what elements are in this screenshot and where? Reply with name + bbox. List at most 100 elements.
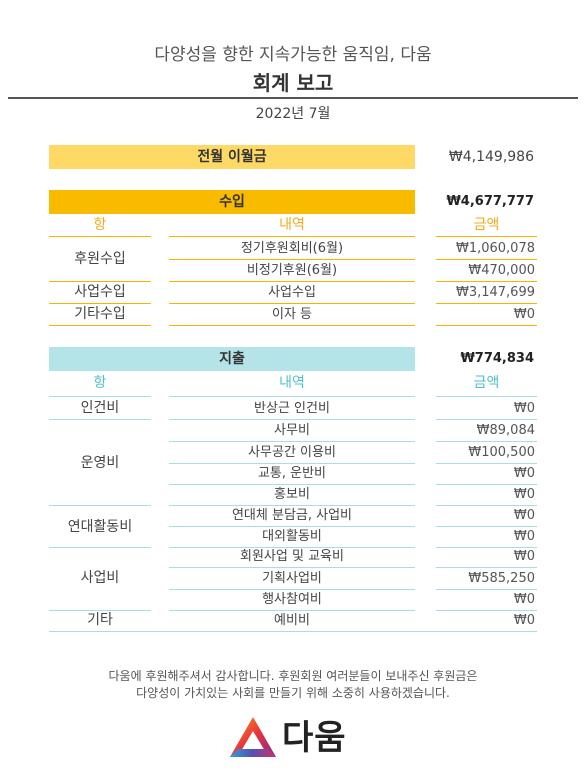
- carryover-bar: [49, 145, 415, 169]
- expense-row-rule: [169, 567, 415, 568]
- expense-item-solidarity: 연대활동비: [67, 519, 133, 535]
- expense-amount: ₩0: [513, 592, 535, 607]
- income-col-amount: 금액: [473, 217, 500, 233]
- income-item-sponsorship: 후원수입: [74, 251, 126, 267]
- carryover-value: ₩4,149,986: [448, 149, 534, 165]
- expense-total: ₩774,834: [460, 351, 534, 366]
- report-title: 회계 보고: [252, 71, 334, 95]
- expense-amount: ₩89,084: [476, 423, 535, 438]
- report-date: 2022년 7월: [255, 106, 331, 122]
- expense-head-rule: [169, 396, 415, 397]
- expense-item-personnel: 인건비: [80, 400, 120, 416]
- expense-detail: 연대체 분담금, 사업비: [231, 508, 353, 523]
- income-head-rule: [49, 236, 151, 237]
- expense-bottom-rule: [49, 631, 537, 632]
- expense-row-rule: [436, 484, 537, 485]
- income-row-rule: [49, 325, 151, 326]
- expense-col-item: 항: [93, 375, 107, 391]
- expense-row-rule: [49, 610, 151, 611]
- expense-detail: 사무공간 이용비: [248, 445, 336, 460]
- income-row-rule: [436, 325, 537, 326]
- income-detail: 비정기후원(6월): [246, 263, 338, 278]
- income-row-rule: [436, 259, 537, 260]
- expense-row-rule: [436, 419, 537, 420]
- thank-you-line-2: 다양성이 가치있는 사회를 만들기 위해 소중히 사용하겠습니다.: [136, 686, 450, 700]
- expense-item-other: 기타: [87, 612, 113, 628]
- expense-amount: ₩0: [513, 487, 535, 502]
- income-item-business: 사업수입: [74, 284, 126, 300]
- expense-row-rule: [169, 526, 415, 527]
- expense-row-rule: [436, 589, 537, 590]
- income-row-rule: [436, 303, 537, 304]
- expense-amount: ₩0: [513, 529, 535, 544]
- income-detail: 이자 등: [271, 307, 312, 322]
- expense-row-rule: [436, 505, 537, 506]
- expense-row-rule: [49, 505, 151, 506]
- expense-label: 지출: [219, 351, 245, 367]
- income-row-rule: [169, 281, 415, 282]
- expense-row-rule: [169, 484, 415, 485]
- income-detail: 정기후원회비(6월): [240, 241, 344, 256]
- expense-amount: ₩0: [513, 466, 535, 481]
- income-amount: ₩3,147,699: [455, 285, 535, 300]
- income-amount: ₩1,060,078: [455, 241, 535, 256]
- expense-head-rule: [436, 396, 537, 397]
- daum-logo-wordmark: 다움: [282, 718, 347, 758]
- report-subtitle: 다양성을 향한 지속가능한 움직임, 다움: [154, 45, 432, 65]
- expense-row-rule: [169, 441, 415, 442]
- expense-detail: 교통, 운반비: [257, 466, 327, 481]
- expense-detail: 사무비: [274, 423, 310, 438]
- expense-amount: ₩0: [513, 508, 535, 523]
- income-amount: ₩0: [513, 307, 535, 322]
- carryover-label: 전월 이월금: [197, 149, 267, 165]
- expense-item-project: 사업비: [80, 570, 120, 586]
- income-label: 수입: [219, 194, 245, 210]
- expense-row-rule: [169, 419, 415, 420]
- thank-you-note: 다움에 후원해주셔서 감사합니다. 후원회원 여러분들이 보내주신 후원금은 다…: [0, 668, 586, 702]
- title-divider: [8, 97, 578, 99]
- expense-detail: 회원사업 및 교육비: [240, 549, 344, 564]
- income-item-other: 기타수입: [74, 306, 126, 322]
- income-col-detail: 내역: [279, 217, 305, 233]
- daum-logo-icon: [230, 717, 276, 757]
- income-row-rule: [169, 259, 415, 260]
- expense-head-rule: [49, 396, 151, 397]
- income-col-item: 항: [93, 217, 107, 233]
- expense-row-rule: [169, 589, 415, 590]
- expense-amount: ₩0: [513, 613, 535, 628]
- expense-row-rule: [436, 547, 537, 548]
- expense-col-amount: 금액: [473, 375, 500, 391]
- expense-bar: [49, 347, 415, 371]
- expense-amount: ₩100,500: [468, 445, 535, 460]
- expense-row-rule: [436, 441, 537, 442]
- expense-row-rule: [169, 505, 415, 506]
- income-row-rule: [49, 303, 151, 304]
- income-head-rule: [436, 236, 537, 237]
- expense-row-rule: [49, 419, 151, 420]
- expense-detail: 반상근 인건비: [254, 401, 330, 416]
- thank-you-line-1: 다움에 후원해주셔서 감사합니다. 후원회원 여러분들이 보내주신 후원금은: [108, 669, 478, 683]
- expense-row-rule: [49, 547, 151, 548]
- expense-detail: 예비비: [274, 613, 310, 628]
- expense-detail: 홍보비: [274, 487, 310, 502]
- expense-row-rule: [436, 526, 537, 527]
- income-row-rule: [169, 303, 415, 304]
- income-total: ₩4,677,777: [446, 194, 534, 209]
- expense-detail: 기획사업비: [262, 571, 322, 586]
- expense-row-rule: [169, 547, 415, 548]
- income-bar: [49, 190, 415, 214]
- expense-row-rule: [169, 463, 415, 464]
- income-row-rule: [49, 281, 151, 282]
- income-head-rule: [169, 236, 415, 237]
- expense-detail: 행사참여비: [262, 592, 322, 607]
- expense-row-rule: [436, 610, 537, 611]
- expense-item-operating: 운영비: [80, 455, 120, 471]
- income-row-rule: [169, 325, 415, 326]
- expense-detail: 대외활동비: [262, 529, 322, 544]
- income-row-rule: [436, 281, 537, 282]
- expense-row-rule: [169, 610, 415, 611]
- expense-amount: ₩0: [513, 401, 535, 416]
- expense-amount: ₩585,250: [468, 571, 535, 586]
- income-detail: 사업수입: [268, 285, 316, 300]
- income-amount: ₩470,000: [468, 263, 535, 278]
